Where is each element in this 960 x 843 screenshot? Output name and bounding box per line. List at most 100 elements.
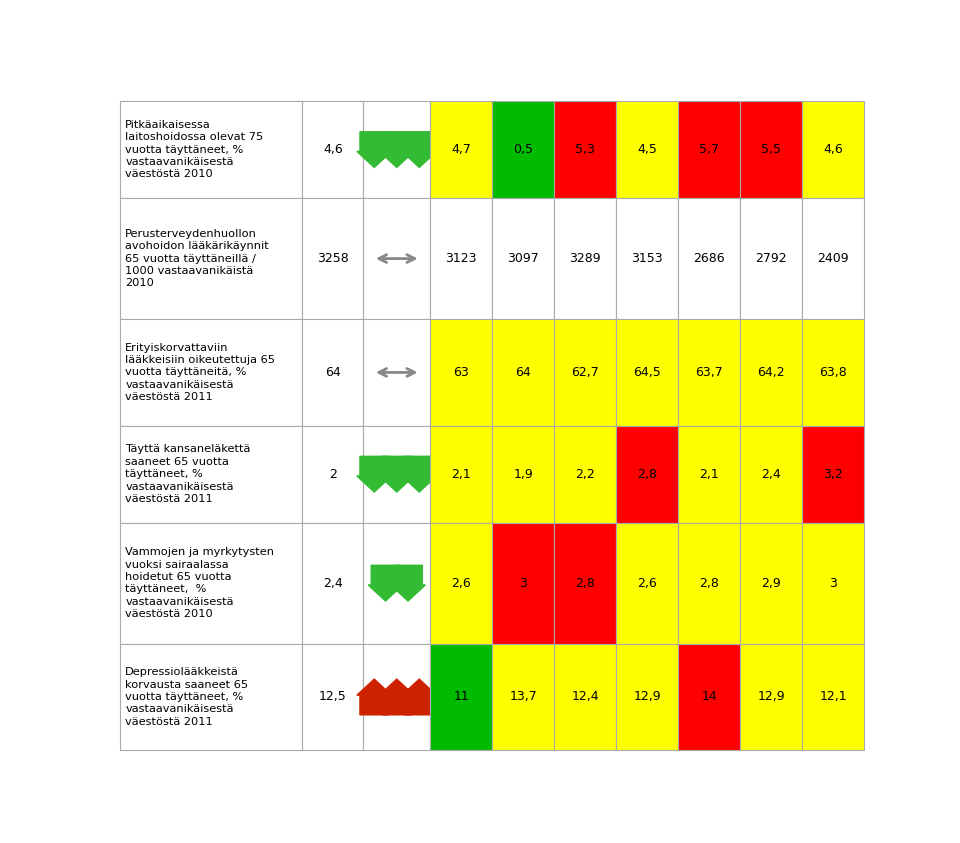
Text: 11: 11 — [453, 690, 469, 704]
Text: 64,5: 64,5 — [634, 366, 661, 379]
Bar — [740, 523, 802, 644]
Bar — [616, 319, 678, 426]
Bar — [616, 426, 678, 523]
Bar — [492, 101, 554, 198]
Polygon shape — [357, 132, 392, 168]
Bar — [430, 523, 492, 644]
Bar — [740, 319, 802, 426]
Text: 2,6: 2,6 — [451, 577, 471, 589]
Polygon shape — [402, 679, 437, 715]
Text: 63,8: 63,8 — [819, 366, 847, 379]
Bar — [363, 198, 430, 319]
Text: 2,8: 2,8 — [637, 468, 657, 481]
Bar — [554, 644, 616, 750]
Bar — [430, 644, 492, 750]
Text: 12,5: 12,5 — [319, 690, 347, 704]
Polygon shape — [379, 679, 414, 715]
Bar — [492, 644, 554, 750]
Bar — [120, 523, 302, 644]
Text: 13,7: 13,7 — [510, 690, 537, 704]
Bar — [120, 644, 302, 750]
Text: 3: 3 — [519, 577, 527, 589]
Text: 3,2: 3,2 — [823, 468, 843, 481]
Bar — [492, 319, 554, 426]
Text: 5,3: 5,3 — [575, 143, 595, 156]
Text: Erityiskorvattaviin
lääkkeisiin oikeutettuja 65
vuotta täyttäneitä, %
vastaavani: Erityiskorvattaviin lääkkeisiin oikeutet… — [125, 342, 276, 402]
Text: 62,7: 62,7 — [571, 366, 599, 379]
Text: 12,4: 12,4 — [571, 690, 599, 704]
Bar — [554, 198, 616, 319]
Text: 5,7: 5,7 — [699, 143, 719, 156]
Bar — [554, 101, 616, 198]
Text: Vammojen ja myrkytysten
vuoksi sairaalassa
hoidetut 65 vuotta
täyttäneet,  %
vas: Vammojen ja myrkytysten vuoksi sairaalas… — [125, 547, 275, 619]
Bar — [554, 523, 616, 644]
Text: 12,9: 12,9 — [634, 690, 660, 704]
Text: 2,4: 2,4 — [761, 468, 780, 481]
Bar — [802, 319, 864, 426]
Text: 3153: 3153 — [632, 252, 663, 265]
Bar — [616, 101, 678, 198]
Bar — [120, 101, 302, 198]
Text: Depressiolääkkeistä
korvausta saaneet 65
vuotta täyttäneet, %
vastaavanikäisestä: Depressiolääkkeistä korvausta saaneet 65… — [125, 667, 249, 727]
Text: 14: 14 — [701, 690, 717, 704]
Bar — [430, 198, 492, 319]
Text: 63,7: 63,7 — [695, 366, 723, 379]
Bar — [740, 644, 802, 750]
Bar — [363, 319, 430, 426]
Text: 4,6: 4,6 — [823, 143, 843, 156]
Bar — [802, 644, 864, 750]
Text: 3097: 3097 — [507, 252, 540, 265]
Bar — [616, 644, 678, 750]
Text: 2,8: 2,8 — [699, 577, 719, 589]
Bar — [802, 101, 864, 198]
Polygon shape — [379, 132, 414, 168]
Bar — [363, 523, 430, 644]
Bar — [120, 198, 302, 319]
Text: 2,2: 2,2 — [575, 468, 595, 481]
Bar — [678, 319, 740, 426]
Text: 5,5: 5,5 — [761, 143, 781, 156]
Text: Pitkäaikaisessa
laitoshoidossa olevat 75
vuotta täyttäneet, %
vastaavanikäisestä: Pitkäaikaisessa laitoshoidossa olevat 75… — [125, 120, 263, 180]
Text: 3: 3 — [829, 577, 837, 589]
Bar — [740, 101, 802, 198]
Polygon shape — [357, 456, 392, 492]
Text: Täyttä kansaneläkettä
saaneet 65 vuotta
täyttäneet, %
vastaavanikäisestä
väestös: Täyttä kansaneläkettä saaneet 65 vuotta … — [125, 444, 251, 504]
Bar — [363, 101, 430, 198]
Bar — [492, 523, 554, 644]
Text: 3289: 3289 — [569, 252, 601, 265]
Bar — [363, 644, 430, 750]
Bar — [802, 426, 864, 523]
Bar — [616, 523, 678, 644]
Bar — [302, 198, 363, 319]
Text: 12,1: 12,1 — [819, 690, 847, 704]
Text: 2,9: 2,9 — [761, 577, 780, 589]
Bar — [616, 198, 678, 319]
Polygon shape — [391, 566, 425, 601]
Text: 3258: 3258 — [317, 252, 348, 265]
Text: 64,2: 64,2 — [757, 366, 785, 379]
Text: 0,5: 0,5 — [514, 143, 533, 156]
Polygon shape — [368, 566, 403, 601]
Text: 2: 2 — [329, 468, 337, 481]
Text: 2686: 2686 — [693, 252, 725, 265]
Text: 2,1: 2,1 — [699, 468, 719, 481]
Bar — [678, 523, 740, 644]
Bar — [740, 198, 802, 319]
Text: 2409: 2409 — [817, 252, 849, 265]
Text: 3123: 3123 — [445, 252, 477, 265]
Bar — [302, 644, 363, 750]
Bar — [430, 101, 492, 198]
Bar — [302, 101, 363, 198]
Text: 2792: 2792 — [756, 252, 787, 265]
Bar — [492, 426, 554, 523]
Bar — [430, 319, 492, 426]
Bar — [554, 319, 616, 426]
Bar — [678, 101, 740, 198]
Bar — [678, 198, 740, 319]
Text: 2,4: 2,4 — [323, 577, 343, 589]
Text: Perusterveydenhuollon
avohoidon lääkärikäynnit
65 vuotta täyttäneillä /
1000 vas: Perusterveydenhuollon avohoidon lääkärik… — [125, 228, 269, 288]
Bar — [678, 426, 740, 523]
Text: 2,6: 2,6 — [637, 577, 657, 589]
Text: 12,9: 12,9 — [757, 690, 785, 704]
Text: 4,7: 4,7 — [451, 143, 471, 156]
